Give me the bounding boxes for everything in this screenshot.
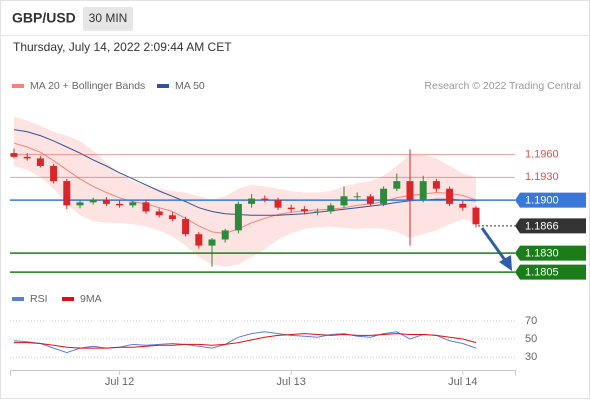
candle-body (446, 188, 454, 204)
x-tick-label: Jul 13 (277, 376, 306, 388)
interval[interactable]: 30 MIN (89, 11, 128, 25)
candle-body (76, 202, 84, 206)
candle-body (195, 234, 203, 246)
y-tick-label: 50 (525, 333, 537, 345)
candle-body (116, 203, 124, 206)
candle-body (274, 200, 282, 208)
candle-body (23, 156, 31, 159)
symbol: GBP/USD (12, 10, 76, 26)
forecast-arrow (480, 227, 509, 264)
moving-average (13, 129, 477, 216)
level-label-box (515, 264, 586, 280)
candle-body (432, 181, 440, 189)
y-tick-label: 70 (525, 315, 537, 327)
level-label: 1.1960 (525, 148, 559, 160)
legend-label: RSI (30, 293, 48, 305)
candle-body (89, 200, 97, 203)
moving-average (13, 142, 477, 234)
candle-body (50, 165, 58, 182)
candle-body (208, 239, 216, 246)
candle-body (353, 196, 361, 198)
candle-body (300, 209, 308, 212)
legend-label: MA 50 (175, 80, 205, 92)
candle-body (168, 215, 176, 220)
forecast-arrowhead (499, 255, 512, 271)
indicator-line (14, 333, 477, 349)
timestamp: Thursday, July 14, 2022 2:09:44 AM CET (13, 40, 232, 54)
level-label-box (515, 245, 586, 261)
candle-body (182, 219, 190, 235)
candle-body (261, 198, 269, 201)
candle-body (155, 211, 163, 216)
candle-body (248, 198, 256, 204)
candle-body (287, 207, 295, 210)
candle-body (63, 181, 71, 206)
interval-badge[interactable] (83, 7, 133, 31)
legend-label: MA 20 + Bollinger Bands (30, 80, 145, 92)
level-label: 1.1930 (525, 171, 559, 183)
candle-body (10, 153, 18, 157)
candle-body (459, 203, 467, 208)
candle-body (129, 202, 137, 206)
legend-swatch (12, 297, 24, 301)
level-label: 1.1830 (525, 248, 559, 260)
credit: Research © 2022 Trading Central (424, 80, 581, 92)
legend-swatch (12, 84, 24, 88)
x-tick-label: Jul 12 (105, 376, 134, 388)
candle-body (393, 181, 401, 189)
legend-swatch (157, 84, 169, 88)
level-label: 1.1866 (525, 220, 559, 232)
candle-body (472, 207, 480, 225)
indicator-line (13, 331, 477, 354)
candle-body (406, 181, 414, 201)
legend-label: 9MA (80, 293, 102, 305)
bollinger-band (14, 116, 476, 267)
candle-body (314, 211, 322, 213)
candle-body (234, 203, 242, 231)
candle-body (221, 230, 229, 240)
candle-body (36, 158, 44, 166)
candle-body (419, 181, 427, 201)
candle-body (366, 196, 374, 204)
level-label-box (515, 218, 586, 234)
candle-body (380, 188, 388, 204)
level-label-box (515, 192, 586, 208)
y-tick-label: 30 (525, 351, 537, 363)
level-label: 1.1805 (525, 267, 559, 279)
x-tick-label: Jul 14 (448, 376, 477, 388)
candle-body (142, 202, 150, 212)
candle-body (340, 196, 348, 206)
legend-swatch (62, 297, 74, 301)
candle-body (327, 205, 335, 212)
candle-body (102, 200, 110, 204)
level-label: 1.1900 (525, 194, 559, 206)
